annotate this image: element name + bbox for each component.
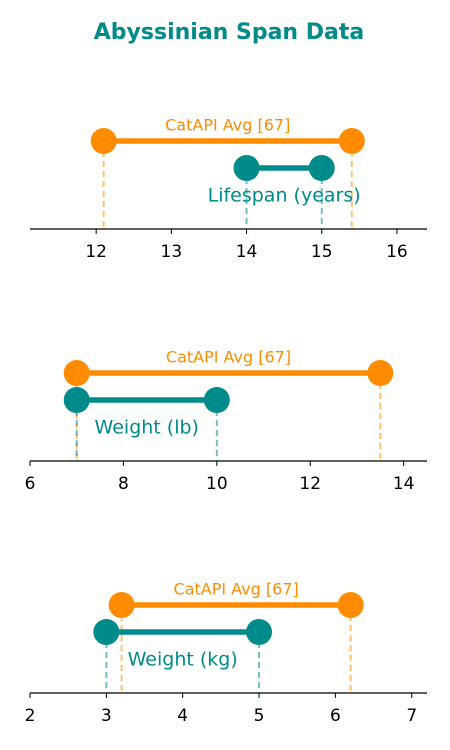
x-tick-label: 7 bbox=[406, 706, 417, 726]
x-tick-label: 2 bbox=[25, 706, 36, 726]
range-point bbox=[337, 592, 364, 618]
series-label: Lifespan (years) bbox=[208, 185, 361, 207]
range-point bbox=[108, 592, 135, 618]
x-tick-label: 14 bbox=[393, 474, 415, 494]
x-tick-label: 14 bbox=[236, 242, 258, 262]
series-label: CatAPI Avg [67] bbox=[166, 348, 291, 367]
x-tick-label: 3 bbox=[101, 706, 112, 726]
x-tick-label: 16 bbox=[386, 242, 408, 262]
series-label: CatAPI Avg [67] bbox=[174, 580, 299, 599]
series-label: CatAPI Avg [67] bbox=[165, 116, 290, 135]
series-label: Weight (lb) bbox=[95, 417, 199, 439]
x-tick-label: 12 bbox=[85, 242, 107, 262]
range-point bbox=[308, 155, 335, 181]
chart-title: Abyssinian Span Data bbox=[94, 20, 364, 45]
range-point bbox=[63, 387, 90, 413]
range-point bbox=[233, 155, 260, 181]
range-point bbox=[246, 619, 273, 645]
range-point bbox=[203, 387, 230, 413]
x-tick-label: 8 bbox=[118, 474, 129, 494]
range-point bbox=[338, 128, 365, 154]
series-label: Weight (kg) bbox=[128, 649, 238, 671]
x-tick-label: 6 bbox=[330, 706, 341, 726]
range-point bbox=[93, 619, 120, 645]
x-tick-label: 4 bbox=[177, 706, 188, 726]
range-point bbox=[90, 128, 117, 154]
x-tick-label: 13 bbox=[161, 242, 183, 262]
x-tick-label: 10 bbox=[206, 474, 228, 494]
range-point bbox=[367, 360, 394, 386]
x-tick-label: 15 bbox=[311, 242, 333, 262]
x-tick-label: 12 bbox=[299, 474, 321, 494]
x-tick-label: 6 bbox=[25, 474, 36, 494]
x-tick-label: 5 bbox=[254, 706, 265, 726]
range-point bbox=[63, 360, 90, 386]
